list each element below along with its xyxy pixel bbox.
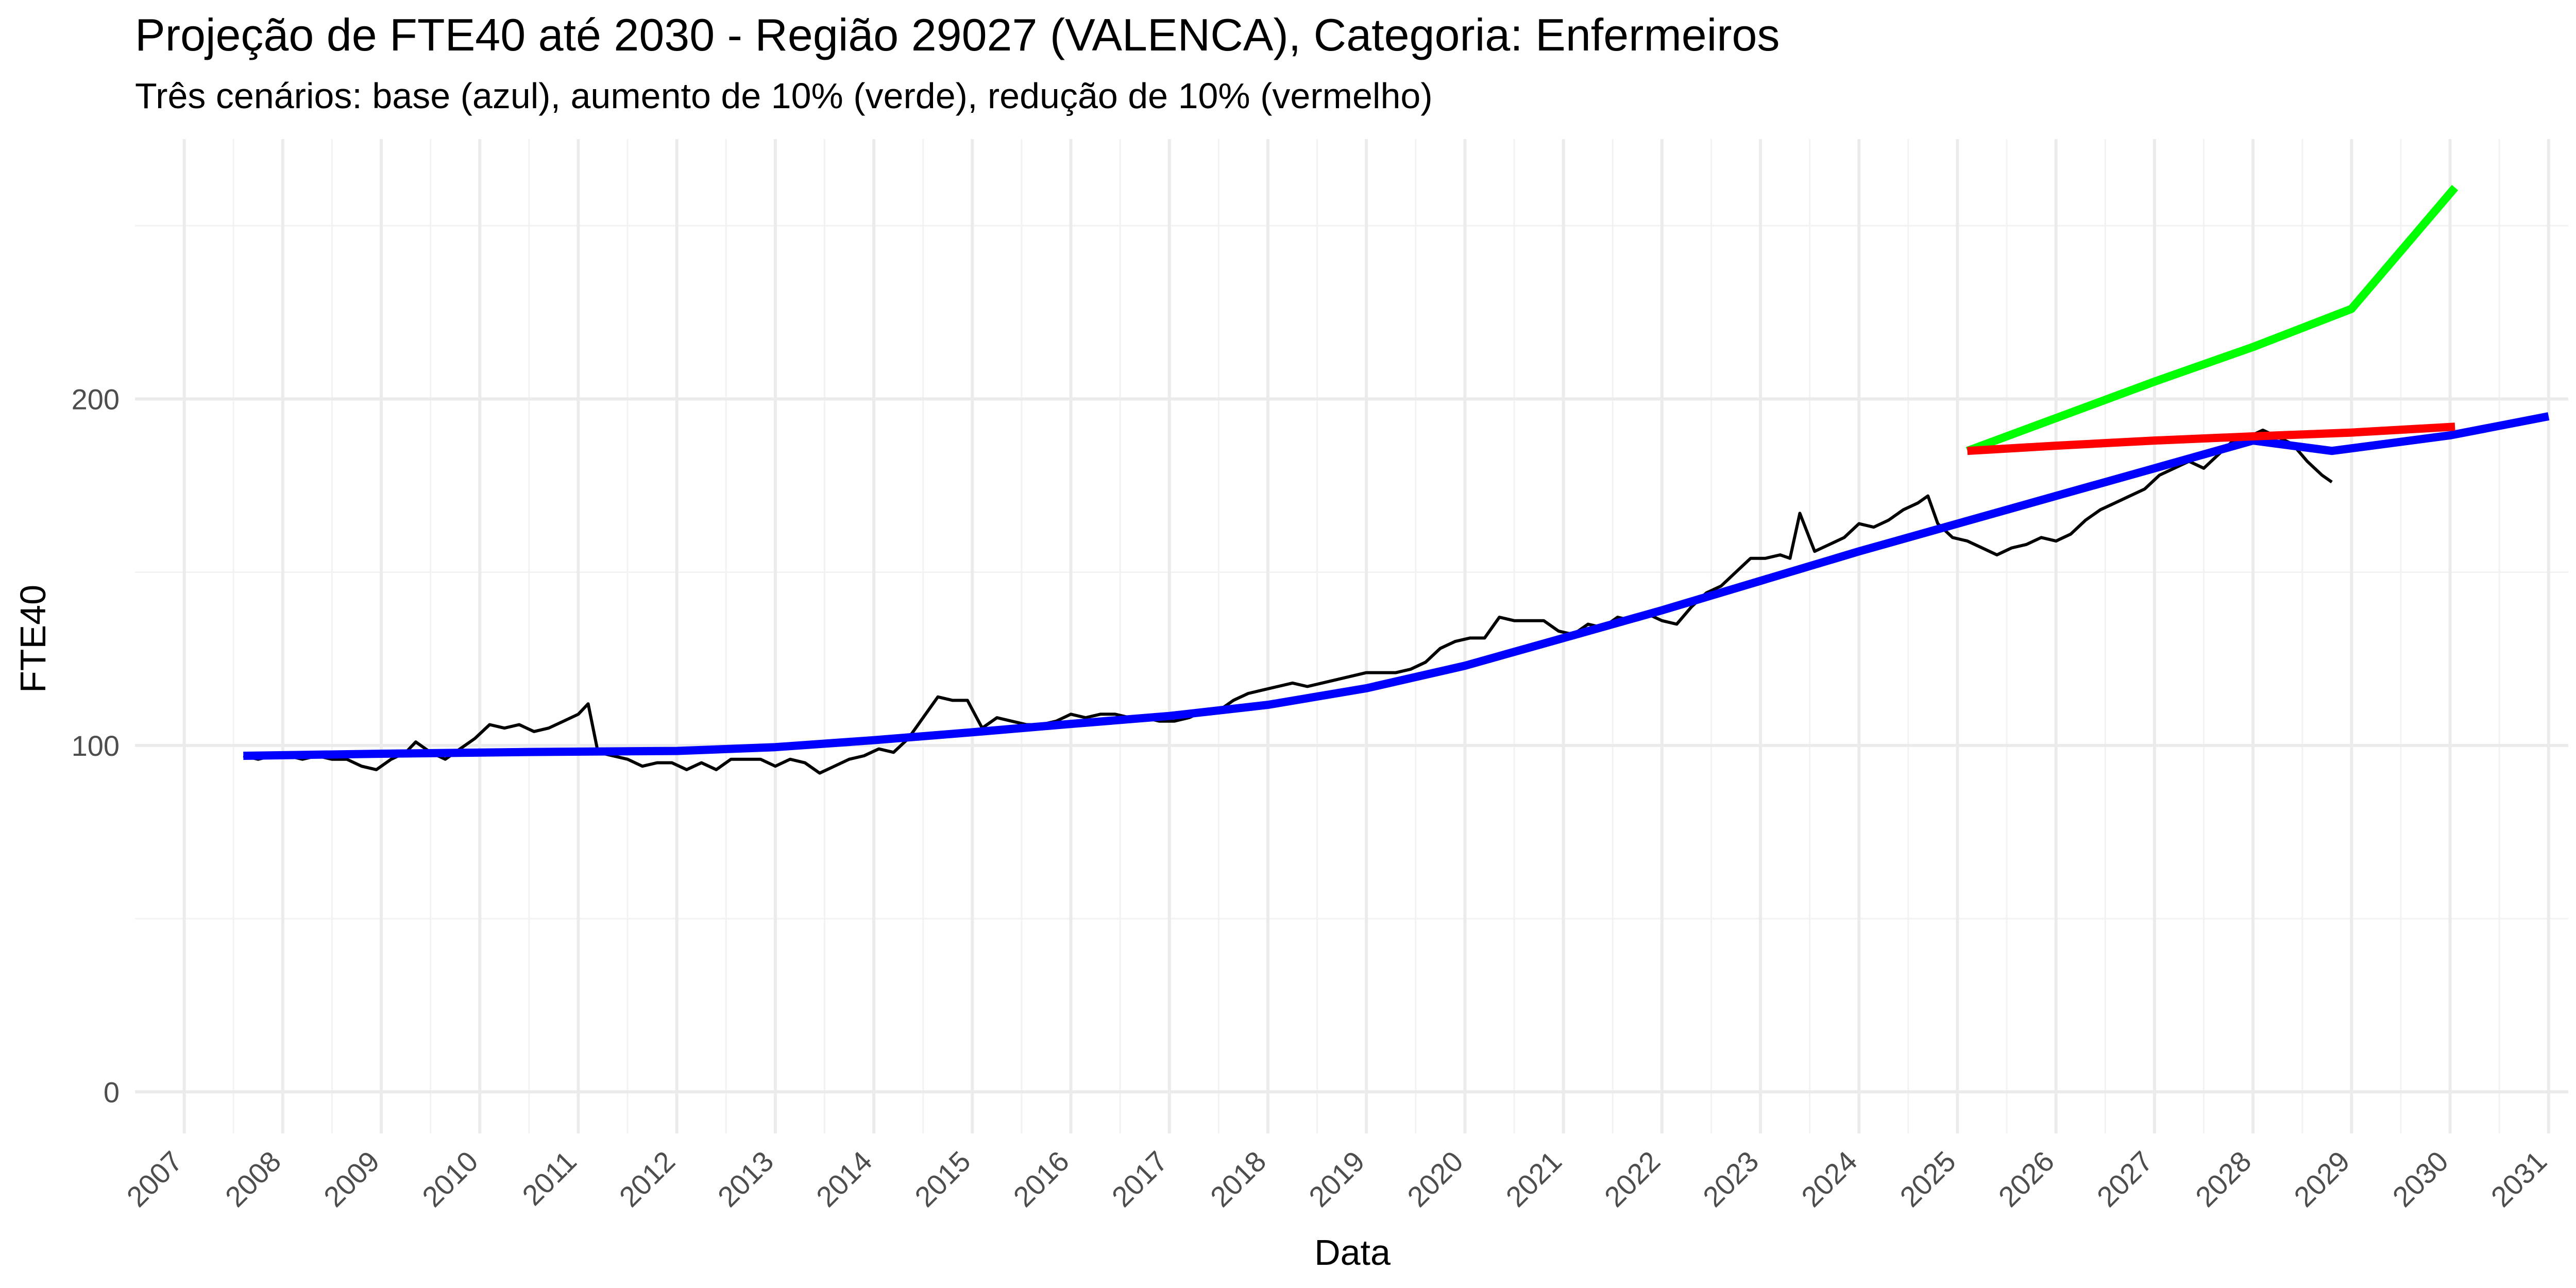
x-tick-label: 2011 [516,1145,583,1212]
x-tick-label: 2012 [613,1145,682,1213]
x-tick-label: 2031 [2485,1145,2553,1213]
x-tick-label: 2018 [1204,1145,1273,1213]
x-axis-ticks: 2007 2008 2009 2010 2011 2012 2013 2014 2015 2016… [120,1145,2553,1213]
x-tick-label: 2026 [1992,1145,2061,1213]
x-tick-label: 2017 [1106,1145,1174,1213]
x-tick-label: 2016 [1007,1145,1075,1213]
x-tick-label: 2023 [1697,1145,1765,1213]
x-tick-label: 2010 [416,1145,484,1213]
x-tick-label: 2015 [908,1145,977,1213]
chart-title: Projeção de FTE40 até 2030 - Região 2902… [135,9,1780,60]
x-tick-label: 2029 [2287,1145,2356,1213]
series-line-2 [1965,184,2459,455]
x-tick-label: 2021 [1499,1145,1568,1213]
x-tick-label: 2028 [2189,1145,2258,1213]
series-line-0 [243,428,2333,775]
x-tick-label: 2007 [120,1145,189,1213]
chart-subtitle: Três cenários: base (azul), aumento de 1… [135,76,1433,116]
series-lines [243,184,2550,775]
x-axis-title: Data [1314,1232,1391,1273]
y-axis-title: FTE40 [13,585,53,693]
major-gridlines [135,139,2568,1133]
series-line-3 [1967,422,2455,455]
x-tick-label: 2008 [219,1145,287,1213]
x-tick-label: 2025 [1893,1145,1962,1213]
y-axis-ticks: 0 100 200 [72,383,120,1108]
x-tick-label: 2019 [1302,1145,1371,1213]
x-tick-label: 2030 [2386,1145,2454,1213]
minor-gridlines [135,139,2568,1133]
y-tick-label: 200 [72,383,120,415]
x-tick-label: 2009 [317,1145,386,1213]
x-tick-label: 2013 [711,1145,780,1213]
y-tick-label: 0 [104,1076,120,1108]
series-line-1 [243,412,2550,760]
x-tick-label: 2020 [1401,1145,1469,1213]
x-tick-label: 2024 [1795,1145,1863,1213]
y-tick-label: 100 [72,730,120,762]
x-tick-label: 2027 [2091,1145,2159,1213]
x-tick-label: 2014 [810,1145,878,1213]
x-tick-label: 2022 [1598,1145,1667,1213]
